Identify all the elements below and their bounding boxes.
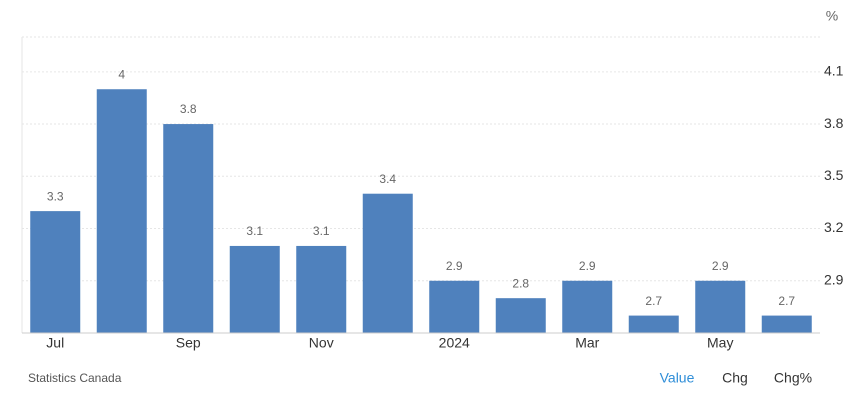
- x-tick-label: Mar: [575, 335, 599, 351]
- x-tick-label: Sep: [176, 335, 201, 351]
- x-tick-label: 2024: [439, 335, 470, 351]
- value-label: 3.8: [180, 102, 197, 116]
- bar: [296, 245, 347, 333]
- bar: [761, 315, 812, 333]
- value-label: 3.1: [246, 224, 263, 238]
- y-tick-label: 3.8: [824, 115, 844, 131]
- bar: [495, 298, 546, 333]
- y-tick-label: 3.2: [824, 219, 844, 235]
- value-label: 3.3: [47, 189, 64, 203]
- unit-label: %: [826, 8, 838, 24]
- value-label: 3.1: [313, 224, 330, 238]
- bar: [628, 315, 679, 333]
- value-label: 2.8: [512, 276, 529, 290]
- value-label: 2.9: [712, 259, 729, 273]
- bar: [362, 193, 413, 333]
- bar: [429, 280, 480, 333]
- bar: [30, 211, 81, 333]
- source: Statistics Canada: [28, 371, 122, 385]
- chg-pct-button[interactable]: Chg%: [774, 370, 812, 386]
- y-tick-label: 3.5: [824, 167, 844, 183]
- bar: [562, 280, 613, 333]
- y-tick-label: 2.9: [824, 271, 844, 287]
- value-button[interactable]: Value: [660, 370, 695, 386]
- y-tick-label: 4.1: [824, 63, 844, 79]
- value-label: 2.7: [778, 294, 795, 308]
- chg-button[interactable]: Chg: [722, 370, 748, 386]
- bar: [229, 245, 280, 333]
- x-tick-label: May: [707, 335, 733, 351]
- value-label: 2.9: [446, 259, 463, 273]
- value-label: 3.4: [379, 172, 396, 186]
- value-label: 2.7: [645, 294, 662, 308]
- value-label: 4: [118, 67, 125, 81]
- bar: [96, 89, 147, 333]
- x-tick-label: Jul: [46, 335, 64, 351]
- bar: [695, 280, 746, 333]
- bar: [163, 124, 214, 333]
- value-label: 2.9: [579, 259, 596, 273]
- x-tick-label: Nov: [309, 335, 334, 351]
